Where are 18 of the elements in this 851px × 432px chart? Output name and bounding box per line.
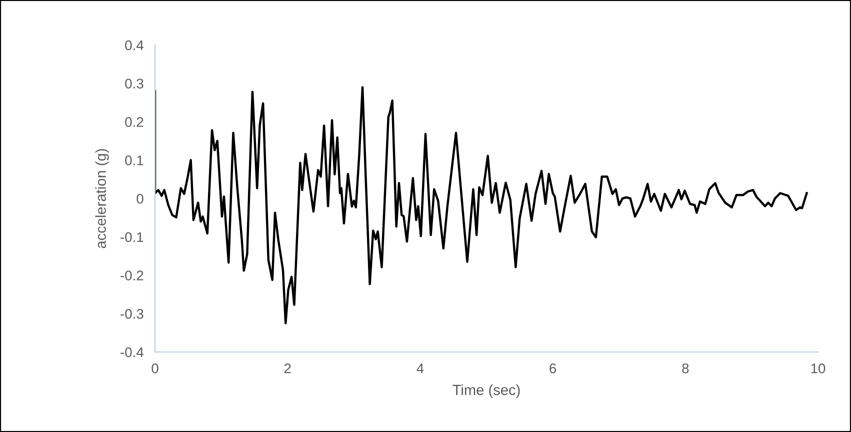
y-tick-label: -0.3	[120, 308, 144, 319]
x-tick-label: 8	[682, 363, 689, 374]
y-tick-label: 0.4	[125, 40, 144, 50]
y-tick-label: 0.1	[125, 155, 144, 166]
x-axis-title: Time (sec)	[452, 384, 520, 398]
x-tick-label: 2	[284, 363, 291, 374]
y-tick-label: -0.1	[120, 232, 144, 242]
y-tick-label: -0.2	[120, 270, 144, 280]
y-tick-label: 0.3	[125, 78, 144, 89]
x-tick-label: 6	[550, 363, 556, 374]
x-tick-label: 4	[416, 364, 424, 374]
x-tick-label: 0	[152, 363, 158, 374]
y-axis-title: acceleration (g)	[95, 149, 109, 248]
x-tick-label: 10	[811, 363, 826, 374]
y-tick-label: 0.2	[125, 117, 144, 127]
y-tick-label: 0	[136, 194, 144, 204]
line-series	[155, 86, 808, 324]
y-tick-label: -0.4	[120, 347, 144, 358]
